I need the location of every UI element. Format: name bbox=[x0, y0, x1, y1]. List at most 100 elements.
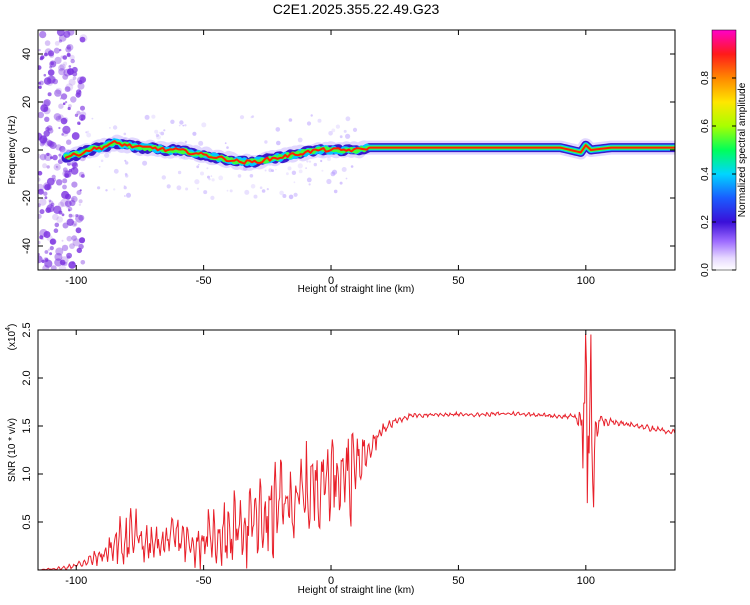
noise-blob bbox=[97, 186, 101, 190]
noise-blob bbox=[43, 77, 52, 85]
spectrogram-xtick-label: 0 bbox=[328, 275, 334, 287]
noise-blob bbox=[51, 174, 56, 179]
noise-blob bbox=[45, 126, 50, 132]
noise-blob bbox=[55, 165, 58, 168]
noise-blob bbox=[65, 46, 72, 53]
noise-blob bbox=[210, 195, 215, 200]
noise-blob bbox=[60, 93, 68, 100]
noise-blob bbox=[201, 122, 207, 128]
snr-ytick-label: 1.0 bbox=[21, 466, 33, 481]
noise-blob bbox=[71, 66, 78, 73]
noise-blob bbox=[38, 183, 44, 192]
noise-blob bbox=[184, 124, 187, 127]
noise-blob bbox=[38, 203, 41, 208]
noise-blob bbox=[68, 213, 73, 218]
noise-blob bbox=[69, 54, 75, 61]
noise-blob bbox=[288, 118, 293, 122]
snr-ticks: -100 -50 0 50 100 0.5 1.0 1.5 2.0 2.5 bbox=[21, 322, 675, 587]
noise-blob bbox=[42, 100, 50, 108]
noise-blob bbox=[306, 160, 309, 163]
noise-blob bbox=[53, 47, 60, 54]
colorbar: 0.0 0.2 0.4 0.6 0.8 Normalized spectral ampl… bbox=[700, 29, 748, 277]
noise-blob bbox=[200, 171, 204, 176]
noise-blob bbox=[66, 52, 71, 57]
noise-blob bbox=[71, 132, 80, 140]
noise-blob bbox=[58, 265, 67, 270]
noise-blob bbox=[38, 177, 41, 182]
noise-blob bbox=[76, 190, 82, 196]
noise-blob bbox=[305, 167, 307, 170]
noise-blob bbox=[79, 189, 82, 192]
noise-blob bbox=[50, 156, 53, 160]
noise-blob bbox=[78, 80, 83, 85]
noise-blob bbox=[185, 187, 189, 191]
noise-blob bbox=[39, 198, 47, 206]
colorbar-tick-label: 0.8 bbox=[700, 71, 711, 85]
noise-blob bbox=[49, 65, 52, 69]
noise-blob bbox=[87, 130, 90, 133]
noise-blob bbox=[50, 202, 55, 207]
noise-blob bbox=[38, 213, 42, 219]
noise-blob bbox=[308, 160, 312, 163]
noise-blob bbox=[72, 238, 81, 247]
noise-blob bbox=[47, 248, 51, 251]
snr-ytick-label: 2.5 bbox=[21, 322, 33, 337]
noise-blob bbox=[291, 170, 297, 175]
noise-blob bbox=[68, 261, 76, 269]
spectrogram-xtick-label: -100 bbox=[65, 275, 87, 287]
spectrogram-ytick-label: 0 bbox=[21, 147, 33, 153]
snr-xtick-label: 50 bbox=[452, 575, 464, 587]
snr-line bbox=[38, 333, 675, 570]
noise-blob bbox=[63, 261, 68, 266]
noise-blob bbox=[113, 168, 119, 174]
noise-blob bbox=[46, 152, 50, 157]
noise-blob bbox=[43, 231, 51, 238]
noise-blob bbox=[39, 135, 48, 144]
noise-blob bbox=[49, 60, 57, 68]
noise-blob bbox=[44, 52, 48, 57]
noise-blob bbox=[80, 105, 85, 111]
noise-blob bbox=[161, 175, 166, 180]
noise-blob bbox=[43, 191, 48, 196]
noise-blob bbox=[46, 79, 54, 86]
noise-blob bbox=[41, 259, 45, 263]
noise-blob bbox=[306, 177, 312, 183]
noise-blob bbox=[81, 174, 85, 178]
noise-blob bbox=[333, 189, 338, 194]
noise-blob bbox=[109, 127, 111, 129]
noise-blob bbox=[55, 247, 64, 256]
noise-blob bbox=[327, 157, 331, 162]
noise-blob bbox=[77, 82, 85, 90]
noise-blob bbox=[328, 131, 333, 136]
noise-blob bbox=[58, 68, 66, 76]
spectrogram-xtick-label: 100 bbox=[577, 275, 595, 287]
snr-ytick-label: 2.0 bbox=[21, 370, 33, 385]
noise-blob bbox=[264, 169, 267, 172]
noise-blob bbox=[62, 55, 68, 60]
snr-ytick-label: 0.5 bbox=[21, 514, 33, 529]
noise-blob bbox=[54, 56, 62, 64]
noise-blob bbox=[261, 189, 266, 193]
noise-blob bbox=[68, 209, 71, 212]
noise-blob bbox=[124, 172, 128, 176]
spectrogram-xlabel: Height of straight line (km) bbox=[298, 284, 415, 295]
noise-blob bbox=[52, 154, 58, 161]
ridge-band-4 bbox=[65, 140, 675, 165]
noise-blob bbox=[178, 124, 181, 127]
noise-blob bbox=[55, 115, 62, 122]
snr-multiplier: (x104) bbox=[5, 324, 18, 351]
noise-blob bbox=[196, 165, 200, 169]
noise-blob bbox=[326, 178, 332, 185]
noise-blob bbox=[123, 186, 127, 190]
noise-blob bbox=[47, 92, 52, 97]
noise-blob bbox=[226, 189, 229, 192]
noise-blob bbox=[39, 209, 45, 215]
noise-blob bbox=[298, 169, 303, 174]
noise-blob bbox=[66, 139, 72, 145]
noise-blob bbox=[54, 89, 62, 97]
noise-blob bbox=[52, 78, 58, 85]
snr-xtick-label: 100 bbox=[577, 575, 595, 587]
noise-blob bbox=[53, 113, 62, 121]
spectrogram-marks bbox=[38, 30, 675, 270]
